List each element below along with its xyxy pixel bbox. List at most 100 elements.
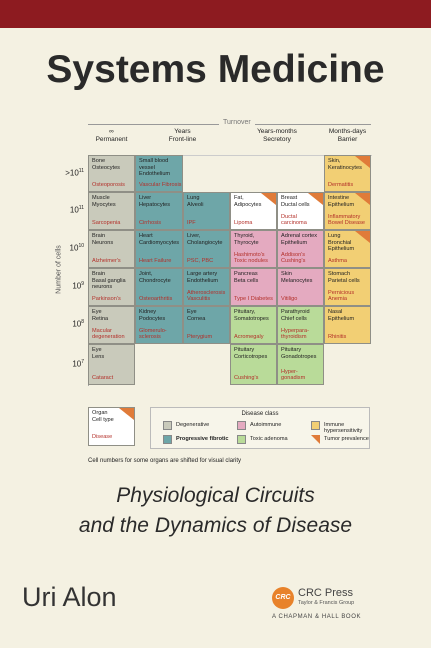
- cell-line: Fat,: [234, 195, 244, 201]
- disease-line: Lipoma: [234, 220, 253, 227]
- disease-line: sclerosis: [139, 334, 161, 341]
- cell-disease: Asthma: [328, 258, 347, 265]
- disease-line: Anemia: [328, 296, 347, 303]
- cell-line: Liver,: [187, 233, 201, 239]
- cell-line: Basal ganglia: [92, 277, 126, 284]
- row-label-exp: 11: [78, 167, 84, 174]
- cell-disease: Atherosclerosis Vasculitis: [187, 290, 225, 303]
- key-line: Organ: [92, 410, 108, 416]
- row-label: 108: [58, 319, 84, 329]
- disease-line: Type I Diabetes: [234, 296, 273, 303]
- cell: Breast Ductal cells Ductal carcinoma: [277, 192, 324, 230]
- row-label: >1011: [58, 168, 84, 178]
- cell-disease: Vitiligo: [281, 296, 297, 303]
- cell-disease: Glomerulo-sclerosis: [139, 328, 167, 341]
- cell: Skin Melanocytes Vitiligo: [277, 268, 324, 306]
- legend-swatch: [163, 421, 172, 430]
- cell: Eye Lens Cataract: [88, 344, 135, 385]
- title: Systems Medicine: [46, 48, 385, 91]
- cell-line: Muscle: [92, 195, 110, 201]
- disease-line: Vitiligo: [281, 296, 298, 303]
- cell-disease: PSC, PBC: [187, 258, 213, 265]
- cell-line: Brain: [92, 271, 106, 277]
- publisher-imprint: A CHAPMAN & HALL BOOK: [272, 614, 362, 620]
- disease-line: Cataract: [92, 375, 114, 382]
- cell-disease: Alzheimer's: [92, 258, 121, 265]
- cell: Pancreas Beta cells Type I Diabetes: [230, 268, 277, 306]
- row-label-base: 10: [72, 319, 82, 329]
- cell-line: Skin,: [328, 158, 341, 164]
- cell-disease: Pernicious Anemia: [328, 290, 354, 303]
- disease-line: Parkinson's: [92, 296, 121, 303]
- row-label-exp: 11: [78, 205, 84, 211]
- row-label-base: 10: [72, 281, 82, 291]
- cell-line: Intestine: [328, 195, 350, 201]
- cell: Thyroid, Thyrocyte Hashimoto's Toxic nodule…: [230, 230, 277, 268]
- legend-label: Tumor prevalence: [324, 436, 369, 442]
- cell-line: Adipocytes: [234, 201, 262, 208]
- disease-line: IPF: [187, 220, 196, 227]
- cell-line: Skin: [281, 271, 292, 277]
- cell: Liver Hepatocytes Cirrhosis: [135, 192, 183, 230]
- cell-disease: IPF: [187, 220, 196, 227]
- top-band: [0, 0, 431, 28]
- legend-label: Progressive fibrotic: [176, 436, 229, 442]
- cell-disease: Osteoarthritis: [139, 296, 172, 303]
- cell: Pituitary Corticotropes Cushing's: [230, 344, 277, 385]
- cell-line: Eye: [92, 347, 102, 353]
- cell-line: Thyrocyte: [234, 239, 259, 246]
- cell: Eye Retina Macular degeneration: [88, 306, 135, 344]
- cell-line: Podocytes: [139, 315, 166, 322]
- row-label-base: >10: [65, 168, 79, 178]
- disease-line: Cirrhosis: [139, 220, 162, 227]
- disease-line: Vasculitis: [187, 296, 211, 303]
- cell-line: Keratinocytes: [328, 164, 362, 171]
- cell-line: Heart: [139, 233, 153, 239]
- cell: Parathyroid Chief cells Hyperpara-thyroidi…: [277, 306, 324, 344]
- cell-disease: Lipoma: [234, 220, 252, 227]
- cell-line: Beta cells: [234, 277, 259, 284]
- note: Cell numbers for some organs are shifted…: [88, 458, 242, 464]
- cell-line: Parathyroid: [281, 309, 310, 315]
- cell: Joint, Chondrocyte Osteoarthritis: [135, 268, 183, 306]
- cell-disease: Addison's Cushing's: [281, 252, 305, 265]
- cell-line: Somatotropes: [234, 315, 269, 322]
- cell-line: Liver: [139, 195, 152, 201]
- disease-line: Cushing's: [281, 258, 306, 265]
- disease-line: carcinoma: [281, 220, 307, 227]
- axis-title: Turnover: [219, 119, 255, 126]
- cell-disease: Sarcopenia: [92, 220, 120, 227]
- cell-line: Lung: [187, 195, 200, 201]
- cell-line: Chief cells: [281, 315, 307, 322]
- key-line: Cell type: [92, 416, 114, 423]
- cell-line: Pituitary: [281, 347, 302, 353]
- cell-disease: Vascular Fibrosis: [139, 182, 181, 189]
- column-header: Permanent: [95, 136, 128, 143]
- cell-line: Cardiomyocytes: [139, 239, 180, 246]
- disease-line: thyroidism: [281, 334, 307, 341]
- cell-line: Breast: [281, 195, 298, 201]
- disease-line: Atherosclerosis: [187, 289, 226, 296]
- disease-line: Hashimoto's: [234, 251, 265, 258]
- cell: Large artery Endothelium Atherosclerosis Va…: [183, 268, 230, 306]
- row-label: 1011: [58, 205, 84, 215]
- cell-disease: Cushing's: [234, 375, 258, 382]
- cell: Kidney Podocytes Glomerulo-sclerosis: [135, 306, 183, 344]
- cell-disease: Hyper-gonadism: [281, 369, 305, 382]
- cell-line: Lens: [92, 353, 105, 360]
- cell-disease: Osteoporosis: [92, 182, 125, 189]
- legend: Disease class Degenerative Autoimmune Immu…: [150, 407, 370, 449]
- cell-line: Ductal cells: [281, 201, 310, 208]
- column-header: Secretory: [263, 136, 291, 143]
- cell-line: Endothelium: [187, 277, 219, 284]
- row-label-base: 10: [69, 243, 79, 253]
- cell: Brain Neurons Alzheimer's: [88, 230, 135, 268]
- column-header: Front-line: [168, 136, 197, 143]
- subtitle: Physiological Circuits: [116, 484, 315, 507]
- cell-line: Parietal cells: [328, 277, 360, 284]
- cell-line: Nasal: [328, 309, 343, 315]
- cell-line: Hepatocytes: [139, 201, 171, 208]
- cell-disease: Heart Failure: [139, 258, 171, 265]
- disease-line: Asthma: [328, 258, 347, 265]
